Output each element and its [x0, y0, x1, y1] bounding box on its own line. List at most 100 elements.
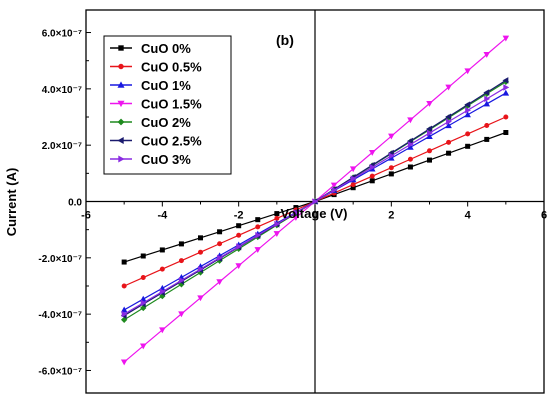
panel-label: (b): [276, 32, 294, 48]
x-axis-label: Voltage (V): [281, 206, 348, 221]
data-point: [407, 117, 414, 124]
data-point: [293, 209, 300, 217]
data-point: [217, 229, 223, 235]
data-point: [236, 232, 242, 238]
legend-entry: CuO 2.5%: [110, 134, 202, 149]
data-point: [464, 68, 471, 75]
legend-marker: [117, 118, 125, 126]
data-point: [484, 122, 490, 128]
data-point: [464, 111, 471, 118]
data-point: [407, 137, 413, 145]
data-point: [503, 84, 510, 91]
data-point: [140, 253, 146, 259]
legend-marker: [118, 63, 124, 70]
data-point: [426, 157, 432, 163]
data-point: [178, 311, 185, 318]
data-point: [502, 77, 509, 84]
axes: -6 -4 -2 0 2 4 6 -6.0×10⁻⁷ -4.0×10⁻⁷ -2.0×10⁻⁷ 0.0…: [38, 10, 547, 393]
x-tick-label: 2: [388, 210, 394, 222]
data-point: [274, 220, 281, 228]
data-point: [388, 171, 394, 177]
data-point: [198, 249, 204, 255]
data-point: [120, 306, 128, 313]
data-point: [407, 141, 414, 148]
data-point: [426, 129, 433, 137]
legend-marker: [118, 155, 125, 163]
x-tick-label: 6: [541, 210, 547, 222]
data-point: [368, 149, 376, 156]
legend-label: CuO 1.5%: [141, 97, 202, 112]
data-point: [503, 130, 509, 136]
data-point: [483, 100, 491, 107]
data-point: [369, 164, 376, 171]
data-point: [446, 139, 452, 145]
series-layer: [120, 35, 510, 366]
legend-entry: CuO 1%: [110, 78, 191, 93]
data-point: [388, 152, 395, 160]
data-point: [465, 106, 472, 114]
legend-label: CuO 2%: [141, 115, 191, 130]
legend: CuO 0% CuO 0.5% CuO 1% CuO 1.5% CuO 2% CuO 2.…: [103, 35, 232, 175]
data-point: [483, 51, 491, 58]
data-point: [446, 150, 452, 156]
data-point: [273, 231, 281, 237]
x-tick-label: -2: [234, 210, 244, 222]
legend-box: [103, 35, 232, 175]
data-point: [483, 89, 490, 96]
data-point: [330, 182, 338, 189]
data-point: [274, 211, 280, 217]
data-point: [121, 310, 128, 318]
data-point: [445, 84, 452, 91]
data-point: [502, 35, 510, 42]
legend-marker: [117, 136, 124, 145]
legend-marker: [117, 81, 125, 88]
data-point: [407, 164, 413, 170]
data-point: [235, 263, 242, 270]
x-tick-label: 0: [312, 210, 318, 222]
data-point: [121, 283, 127, 289]
data-point: [503, 114, 509, 120]
legend-entry: CuO 3%: [110, 152, 191, 167]
legend-marker: [118, 45, 124, 51]
data-point: [120, 359, 128, 366]
data-point: [159, 288, 166, 295]
legend-entry: CuO 0.5%: [110, 60, 202, 75]
data-point: [197, 295, 204, 302]
legend-label: CuO 0%: [141, 41, 191, 56]
data-point: [369, 178, 375, 184]
data-point: [139, 343, 147, 350]
data-point: [388, 133, 395, 140]
data-point: [388, 165, 394, 171]
y-axis-label: Current (A): [4, 168, 19, 237]
data-point: [407, 156, 413, 162]
y-tick-label: 6.0×10⁻⁷: [42, 29, 82, 40]
data-point: [254, 247, 262, 254]
data-point: [159, 266, 165, 272]
data-point: [426, 133, 433, 139]
y-tick-label: 0.0: [68, 198, 82, 209]
data-point: [121, 259, 127, 265]
legend-label: CuO 1%: [141, 78, 191, 93]
data-point: [426, 148, 432, 154]
y-tick-label: 4.0×10⁻⁷: [42, 85, 82, 96]
data-point: [140, 275, 146, 281]
x-tick-label: 4: [465, 210, 472, 222]
data-point: [350, 182, 356, 188]
data-point: [465, 131, 471, 137]
legend-entry: CuO 1.5%: [110, 97, 202, 112]
data-point: [445, 113, 452, 120]
data-point: [484, 95, 491, 103]
data-point: [178, 241, 184, 247]
data-point: [445, 122, 452, 129]
data-point: [426, 100, 433, 107]
data-point: [446, 118, 452, 125]
data-point: [216, 279, 223, 286]
data-point: [198, 265, 204, 273]
data-point: [178, 277, 185, 284]
data-point: [140, 299, 147, 307]
data-point: [369, 173, 375, 179]
series-7: [121, 84, 510, 318]
data-point: [465, 143, 471, 149]
data-point: [236, 223, 242, 229]
